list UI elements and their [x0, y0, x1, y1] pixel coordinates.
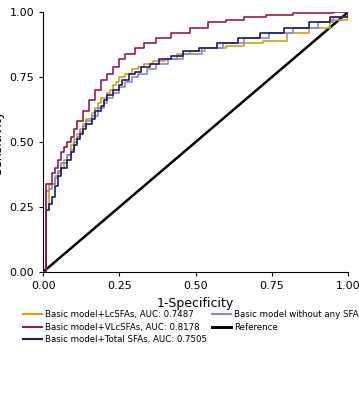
X-axis label: 1-Specificity: 1-Specificity [157, 296, 234, 310]
Y-axis label: Sensitivity: Sensitivity [0, 110, 4, 174]
Legend: Basic model+LcSFAs, AUC: 0.7487, Basic model+VLcSFAs, AUC: 0.8178, Basic model+T: Basic model+LcSFAs, AUC: 0.7487, Basic m… [23, 310, 359, 344]
